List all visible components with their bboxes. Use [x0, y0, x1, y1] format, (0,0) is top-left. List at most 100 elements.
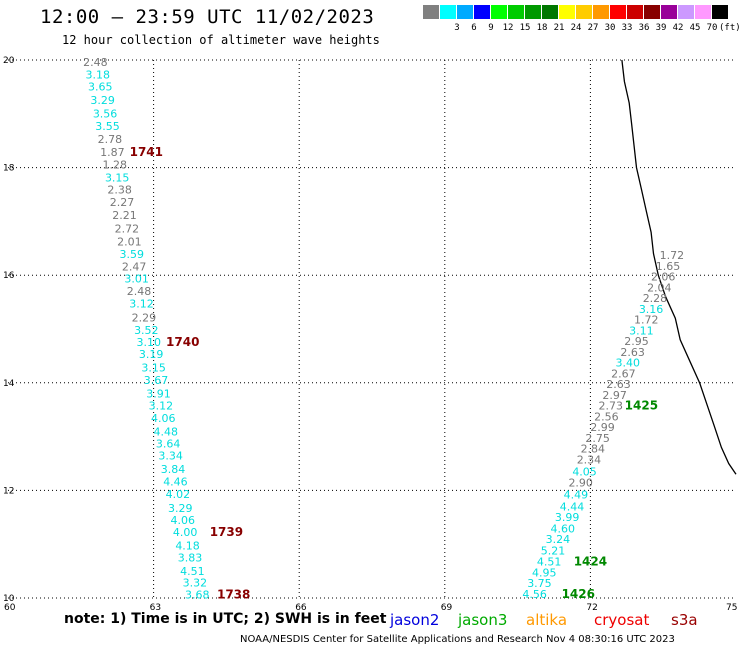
legend-swatch — [678, 5, 695, 19]
legend-swatch — [712, 5, 729, 19]
wave-height-label: 3.15 — [141, 362, 166, 375]
legend-swatch — [695, 5, 712, 19]
wave-height-label: 3.01 — [124, 273, 149, 286]
wave-height-label: 3.11 — [629, 324, 654, 337]
lon-tick-label: 60 — [4, 603, 16, 613]
pass-time-label: 1741 — [130, 145, 163, 159]
wave-height-label: 5.21 — [541, 544, 566, 557]
legend-swatch — [559, 5, 576, 19]
pass-time-label: 1740 — [166, 335, 199, 349]
legend-swatch — [457, 5, 474, 19]
satellite-name-cryosat: cryosat — [594, 611, 650, 629]
legend-label: 42 — [672, 23, 684, 33]
wave-height-label: 4.95 — [532, 566, 557, 579]
legend-swatch — [491, 5, 508, 19]
lat-tick-label: 18 — [3, 164, 15, 174]
wave-height-label: 4.51 — [180, 565, 205, 578]
legend-swatch — [525, 5, 542, 19]
wave-height-label: 2.38 — [107, 183, 132, 196]
wave-height-label: 3.52 — [134, 324, 159, 337]
legend-label: 3 — [454, 23, 460, 33]
legend-swatch — [423, 5, 440, 19]
wave-height-label: 1.65 — [656, 260, 681, 273]
wave-height-label: 3.12 — [129, 297, 154, 310]
pass-time-label: 1426 — [562, 587, 595, 601]
legend-label: 18 — [536, 23, 548, 33]
legend-label: 33 — [621, 23, 633, 33]
wave-height-label: 4.06 — [151, 412, 176, 425]
legend-label: 30 — [604, 23, 616, 33]
wave-height-label: 2.99 — [590, 421, 615, 434]
lon-tick-label: 66 — [295, 603, 307, 613]
legend-label: 27 — [587, 23, 599, 33]
legend-label: 12 — [502, 23, 514, 33]
wave-height-label: 4.18 — [175, 540, 200, 553]
lat-tick-label: 10 — [3, 594, 15, 604]
wave-height-label: 3.10 — [136, 336, 161, 349]
wave-height-label: 1.28 — [103, 159, 128, 172]
wave-height-label: 3.59 — [120, 248, 145, 261]
wave-height-label: 2.04 — [647, 281, 672, 294]
legend-label: 70 — [706, 23, 718, 33]
lon-tick-label: 63 — [150, 603, 161, 613]
legend-swatch — [627, 5, 644, 19]
wave-height-label: 2.21 — [112, 209, 137, 222]
wave-height-label: 2.97 — [602, 389, 627, 402]
wave-height-label: 4.56 — [522, 588, 547, 601]
wave-height-label: 2.63 — [620, 346, 645, 359]
legend-swatch — [593, 5, 610, 19]
wave-height-label: 3.64 — [156, 437, 181, 450]
wave-height-label: 4.60 — [550, 522, 575, 535]
wave-height-label: 4.05 — [572, 465, 597, 478]
page-title: 12:00 – 23:59 UTC 11/02/2023 — [40, 6, 375, 28]
wave-height-label: 4.48 — [153, 426, 178, 439]
wave-height-label: 3.91 — [146, 387, 171, 400]
legend-label: 9 — [488, 23, 494, 33]
lat-tick-label: 14 — [3, 379, 15, 389]
legend-label: 6 — [471, 23, 477, 33]
lon-tick-label: 75 — [726, 603, 737, 613]
wave-height-label: 3.55 — [95, 120, 120, 133]
satellite-name-altika: altika — [526, 611, 568, 629]
legend-swatch — [440, 5, 457, 19]
wave-height-label: 2.78 — [98, 133, 123, 146]
wave-height-label: 4.02 — [166, 488, 191, 501]
lat-tick-label: 12 — [3, 486, 14, 496]
satellite-name-jason3: jason3 — [458, 611, 508, 629]
legend-swatch — [508, 5, 525, 19]
wave-height-label: 2.67 — [611, 367, 636, 380]
legend-swatch — [474, 5, 491, 19]
wave-height-label: 1.87 — [100, 146, 125, 159]
satellite-name-s3a: s3a — [671, 611, 698, 629]
wave-height-label: 2.27 — [110, 196, 135, 209]
wave-height-label: 3.24 — [546, 533, 571, 546]
wave-height-label: 3.32 — [183, 577, 208, 590]
wave-height-label: 3.19 — [139, 348, 164, 361]
wave-height-label: 1.72 — [660, 249, 685, 262]
wave-height-label: 3.68 — [185, 589, 210, 602]
page-subtitle: 12 hour collection of altimeter wave hei… — [62, 33, 380, 47]
legend-label: 21 — [553, 23, 565, 33]
wave-height-label: 2.56 — [594, 410, 619, 423]
footer-credit: NOAA/NESDIS Center for Satellite Applica… — [240, 634, 675, 645]
coastline — [621, 59, 737, 475]
legend-label: 45 — [689, 23, 701, 33]
legend-swatch — [644, 5, 661, 19]
legend-label: (ft) — [719, 23, 740, 33]
wave-height-label: 2.29 — [132, 311, 157, 324]
wave-height-label: 3.83 — [178, 551, 203, 564]
wave-height-label: 2.75 — [585, 432, 610, 445]
wave-height-label: 3.40 — [616, 357, 641, 370]
wave-height-label: 3.65 — [88, 81, 113, 94]
wave-height-label: 2.47 — [122, 260, 147, 273]
legend-swatch — [610, 5, 627, 19]
wave-height-label: 1.72 — [634, 314, 659, 327]
wave-height-label: 2.48 — [127, 285, 152, 298]
pass-time-label: 1739 — [210, 525, 243, 539]
wave-height-label: 4.06 — [170, 514, 195, 527]
wave-height-label: 4.51 — [537, 556, 562, 569]
legend-label: 24 — [570, 23, 582, 33]
wave-height-label: 3.56 — [93, 108, 118, 121]
wave-height-label: 3.29 — [168, 502, 193, 515]
